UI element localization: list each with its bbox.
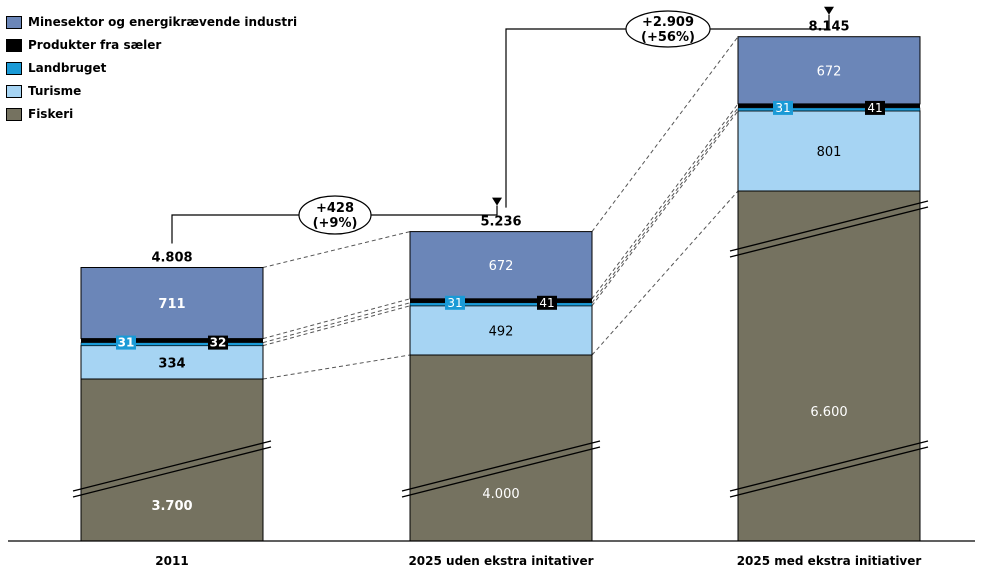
bar-minesektor-2025-uden-ekstra-initativer bbox=[409, 231, 593, 300]
data-label-minesektor-2025-med-ekstra-initiativer: 672 bbox=[817, 64, 842, 79]
category-label-2025-uden-ekstra-initativer: 2025 uden ekstra initativer bbox=[408, 554, 593, 568]
bar-landbruget-2025-med-ekstra-initiativer bbox=[737, 107, 921, 112]
category-label-2025-med-ekstra-initiativer: 2025 med ekstra initiativer bbox=[737, 554, 922, 568]
bar-turisme-2011 bbox=[80, 345, 264, 380]
legend-item-turisme: Turisme bbox=[6, 81, 297, 101]
bar-fiskeri-2025-uden-ekstra-initativer bbox=[409, 354, 593, 542]
axis-break-line-a-upper-2025-med-ekstra-initiativer bbox=[729, 200, 929, 252]
legend: Minesektor og energikrævende industri Pr… bbox=[6, 12, 297, 127]
legend-item-saeler: Produkter fra sæler bbox=[6, 35, 297, 55]
change-percent-1: (+56%) bbox=[641, 30, 695, 45]
bar-fiskeri-2011 bbox=[80, 378, 264, 542]
data-label-saeler-2011: 32 bbox=[210, 336, 227, 350]
label-box-landbruget-2011 bbox=[116, 335, 136, 350]
data-label-fiskeri-2025-med-ekstra-initiativer: 6.600 bbox=[810, 405, 847, 420]
data-label-saeler-2025-med-ekstra-initiativer: 41 bbox=[867, 101, 882, 115]
change-value-1: +2.909 bbox=[642, 15, 694, 30]
data-label-turisme-2025-med-ekstra-initiativer: 801 bbox=[817, 145, 842, 160]
connector-line-1-1 bbox=[591, 103, 739, 300]
legend-swatch-minesektor bbox=[6, 15, 22, 29]
change-arrow-head-0 bbox=[492, 197, 502, 206]
connector-line-0-1 bbox=[262, 298, 411, 340]
data-label-minesektor-2025-uden-ekstra-initativer: 672 bbox=[489, 259, 514, 274]
connector-line-0-0 bbox=[262, 231, 411, 268]
data-label-turisme-2025-uden-ekstra-initativer: 492 bbox=[489, 324, 514, 339]
legend-swatch-saeler bbox=[6, 38, 22, 52]
label-box-saeler-2025-med-ekstra-initiativer bbox=[865, 100, 885, 115]
data-label-turisme-2011: 334 bbox=[158, 356, 185, 371]
total-label-2025-uden-ekstra-initativer: 5.236 bbox=[480, 215, 521, 230]
axis-break-line-a-lower-2025-med-ekstra-initiativer bbox=[729, 440, 929, 492]
change-bubble-0 bbox=[298, 195, 372, 235]
legend-item-landbruget: Landbruget bbox=[6, 58, 297, 78]
bar-saeler-2011 bbox=[81, 338, 263, 343]
legend-label-turisme: Turisme bbox=[28, 84, 82, 98]
legend-label-landbruget: Landbruget bbox=[28, 61, 107, 75]
data-label-landbruget-2025-uden-ekstra-initativer: 31 bbox=[447, 296, 462, 310]
total-label-2011: 4.808 bbox=[151, 251, 192, 266]
bar-minesektor-2025-med-ekstra-initiativer bbox=[737, 36, 921, 105]
legend-label-fiskeri: Fiskeri bbox=[28, 107, 74, 121]
legend-swatch-fiskeri bbox=[6, 107, 22, 121]
bar-landbruget-2025-uden-ekstra-initativer bbox=[409, 302, 593, 307]
connector-line-0-2 bbox=[262, 302, 411, 344]
axis-break-line-b-upper-2025-med-ekstra-initiativer bbox=[729, 206, 929, 258]
change-value-0: +428 bbox=[316, 201, 354, 216]
legend-item-minesektor: Minesektor og energikrævende industri bbox=[6, 12, 297, 32]
legend-label-saeler: Produkter fra sæler bbox=[28, 38, 162, 52]
bar-minesektor-2011 bbox=[80, 267, 264, 340]
change-percent-0: (+9%) bbox=[313, 216, 358, 231]
data-label-minesektor-2011: 711 bbox=[158, 297, 185, 312]
connector-line-1-4 bbox=[591, 190, 739, 356]
data-label-fiskeri-2025-uden-ekstra-initativer: 4.000 bbox=[482, 487, 519, 502]
bar-fiskeri-2025-med-ekstra-initiativer bbox=[737, 190, 921, 542]
legend-label-minesektor: Minesektor og energikrævende industri bbox=[28, 15, 298, 29]
label-box-landbruget-2025-uden-ekstra-initativer bbox=[445, 295, 465, 310]
bar-saeler-2025-med-ekstra-initiativer bbox=[738, 103, 920, 108]
axis-break-line-b-lower-2025-med-ekstra-initiativer bbox=[729, 446, 929, 498]
data-label-fiskeri-2011: 3.700 bbox=[151, 499, 192, 514]
axis-break-line-b-lower-2025-uden-ekstra-initativer bbox=[401, 446, 601, 498]
change-arrow-head-1 bbox=[824, 6, 834, 15]
axis-break-line-b-lower-2011 bbox=[72, 446, 272, 498]
axis-break-line-a-lower-2025-uden-ekstra-initativer bbox=[401, 440, 601, 492]
label-box-saeler-2011 bbox=[208, 335, 228, 350]
legend-swatch-turisme bbox=[6, 84, 22, 98]
axis-break-line-a-lower-2011 bbox=[72, 440, 272, 492]
legend-swatch-landbruget bbox=[6, 61, 22, 75]
connector-line-0-4 bbox=[262, 354, 411, 380]
label-box-landbruget-2025-med-ekstra-initiativer bbox=[773, 100, 793, 115]
category-label-2011: 2011 bbox=[155, 554, 188, 568]
bar-landbruget-2011 bbox=[80, 342, 264, 346]
label-box-saeler-2025-uden-ekstra-initativer bbox=[537, 295, 557, 310]
connector-line-1-2 bbox=[591, 107, 739, 304]
bar-turisme-2025-med-ekstra-initiativer bbox=[737, 110, 921, 192]
legend-item-fiskeri: Fiskeri bbox=[6, 104, 297, 124]
change-bubble-1 bbox=[625, 10, 711, 48]
data-label-saeler-2025-uden-ekstra-initativer: 41 bbox=[539, 296, 554, 310]
data-label-landbruget-2011: 31 bbox=[118, 336, 135, 350]
bar-saeler-2025-uden-ekstra-initativer bbox=[410, 298, 592, 303]
connector-line-1-3 bbox=[591, 110, 739, 307]
connector-line-0-3 bbox=[262, 305, 411, 347]
bar-turisme-2025-uden-ekstra-initativer bbox=[409, 305, 593, 356]
data-label-landbruget-2025-med-ekstra-initiativer: 31 bbox=[775, 101, 790, 115]
connector-line-1-0 bbox=[591, 36, 739, 232]
